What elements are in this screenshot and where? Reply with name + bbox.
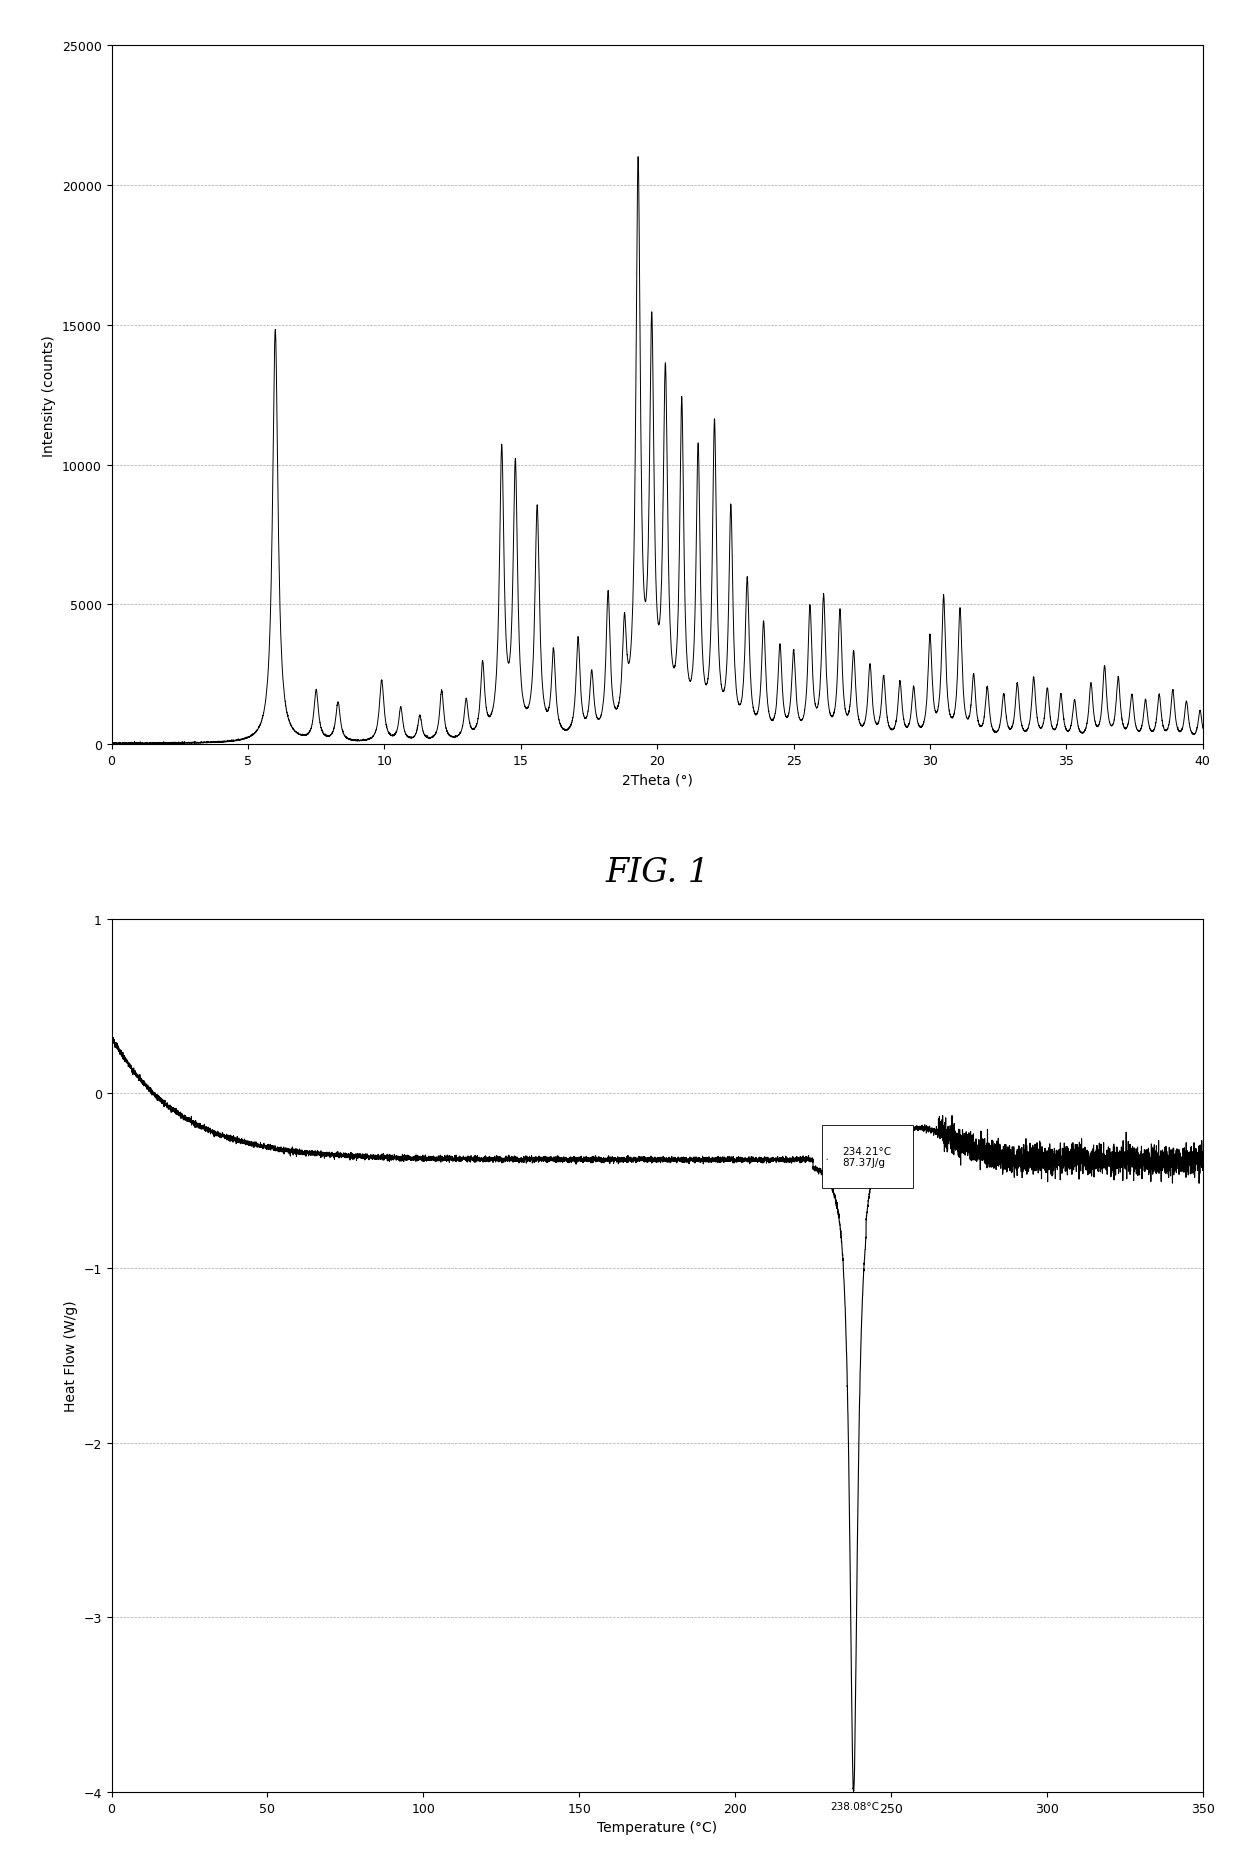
X-axis label: 2Theta (°): 2Theta (°) <box>621 773 693 787</box>
Y-axis label: Heat Flow (W/g): Heat Flow (W/g) <box>64 1300 78 1411</box>
Text: 238.08°C: 238.08°C <box>831 1801 879 1811</box>
X-axis label: Temperature (°C): Temperature (°C) <box>598 1820 717 1835</box>
Text: FIG. 1: FIG. 1 <box>605 856 709 888</box>
Y-axis label: Intensity (counts): Intensity (counts) <box>42 334 57 457</box>
Text: 234.21°C
87.37J/g: 234.21°C 87.37J/g <box>843 1146 892 1168</box>
